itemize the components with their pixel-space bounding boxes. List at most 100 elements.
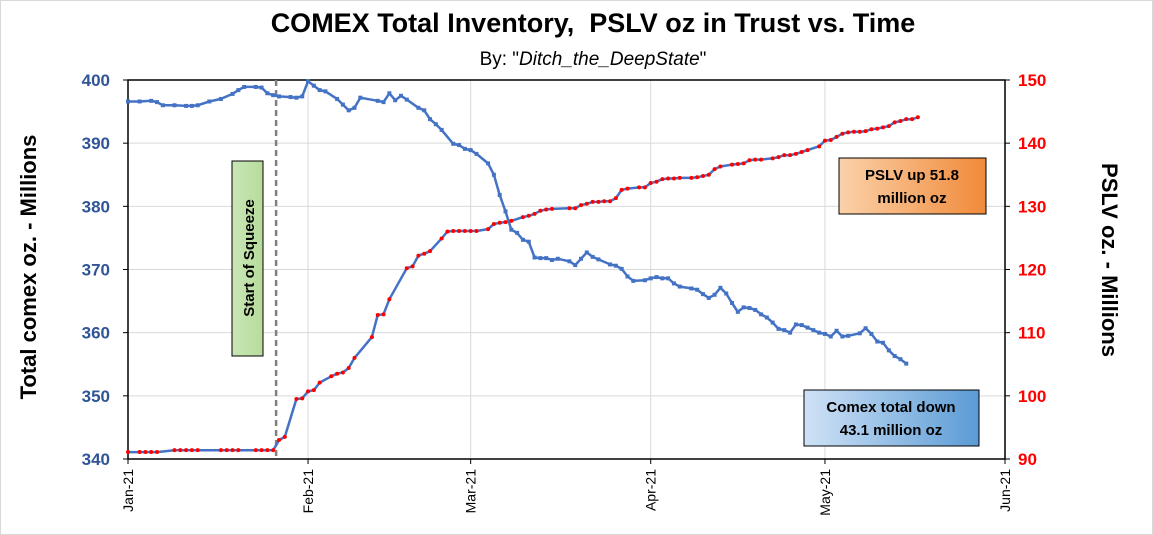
comex-point (793, 322, 798, 327)
comex-point (323, 89, 328, 94)
comex-point (782, 328, 787, 333)
pslv-point (735, 162, 740, 167)
pslv-point (741, 161, 746, 166)
comex-point (724, 291, 729, 296)
pslv-point (532, 211, 537, 216)
pslv-point (782, 153, 787, 158)
pslv-point (822, 138, 827, 143)
right-tick-label: 120 (1018, 261, 1046, 280)
pslv-point (375, 312, 380, 317)
comex-point (335, 96, 340, 101)
comex-point (497, 192, 502, 197)
pslv-point (259, 448, 264, 453)
pslv-point (282, 434, 287, 439)
pslv-point (300, 396, 305, 401)
comex-annotation-box (803, 389, 980, 447)
pslv-point (817, 144, 822, 149)
x-tick-label: Mar-21 (463, 469, 479, 514)
comex-point (294, 95, 299, 100)
pslv-point (404, 266, 409, 271)
comex-point (172, 103, 177, 108)
comex-point (207, 99, 212, 104)
comex-point (433, 122, 438, 127)
x-axis-ticks: Jan-21 Feb-21 Mar-21 Apr-21 May-21 Jun-21 (120, 459, 1013, 516)
pslv-point (189, 448, 194, 453)
comex-point (735, 309, 740, 314)
comex-point (532, 255, 537, 260)
pslv-point (637, 185, 642, 190)
pslv-point (590, 199, 595, 204)
pslv-point (126, 450, 130, 455)
pslv-point (875, 126, 880, 131)
comex-point (236, 88, 241, 93)
comex-point (311, 83, 316, 88)
comex-point (846, 333, 851, 338)
right-tick-label: 90 (1018, 450, 1037, 469)
pslv-point (422, 251, 427, 256)
pslv-point (625, 186, 630, 191)
pslv-point (828, 138, 833, 143)
comex-point (428, 117, 433, 122)
comex-point (799, 323, 804, 328)
pslv-point (451, 228, 456, 233)
pslv-point (294, 396, 299, 401)
pslv-point (608, 199, 613, 204)
pslv-annotation-line1: PSLV up 51.8 (865, 167, 959, 184)
pslv-point (898, 119, 903, 124)
pslv-point (671, 176, 676, 181)
pslv-point (172, 448, 177, 453)
comex-point (764, 315, 769, 320)
squeeze-marker: Start of Squeeze (231, 80, 278, 459)
comex-point (625, 274, 630, 279)
comex-point (160, 103, 165, 108)
pslv-point (619, 187, 624, 192)
pslv-point (759, 157, 764, 162)
comex-point (259, 85, 264, 90)
pslv-point (596, 199, 601, 204)
comex-point (265, 91, 270, 96)
pslv-point (468, 228, 473, 233)
comex-point (468, 148, 473, 153)
pslv-point (846, 130, 851, 135)
comex-point (805, 325, 810, 330)
pslv-point (410, 264, 415, 269)
comex-point (642, 278, 647, 283)
pslv-point (695, 175, 700, 180)
comex-point (834, 328, 839, 333)
pslv-point (712, 167, 717, 172)
comex-point (648, 276, 653, 281)
comex-point (863, 326, 868, 331)
comex-point (126, 99, 130, 104)
comex-point (422, 108, 427, 113)
comex-point (619, 266, 624, 271)
pslv-point (910, 117, 915, 122)
comex-point (416, 105, 421, 110)
comex-point (666, 276, 671, 281)
pslv-point (143, 450, 148, 455)
right-axis-title: PSLV oz. - Millions (1097, 163, 1122, 357)
comex-point (712, 292, 717, 297)
comex-point (695, 287, 700, 292)
pslv-point (834, 134, 839, 139)
pslv-point (799, 150, 804, 155)
comex-point (155, 100, 160, 105)
squeeze-label: Start of Squeeze (241, 199, 258, 317)
left-axis-title: Total comex oz. - Millions (16, 135, 41, 400)
pslv-point (648, 180, 653, 185)
pslv-point (642, 185, 647, 190)
comex-point (189, 103, 194, 108)
comex-point (700, 292, 705, 297)
comex-point (381, 100, 386, 105)
pslv-point (520, 215, 525, 220)
comex-point (451, 141, 456, 146)
subtitle-suffix: " (699, 49, 707, 70)
pslv-point (700, 174, 705, 179)
comex-point (549, 258, 554, 263)
comex-point (822, 331, 827, 336)
comex-point (195, 103, 200, 108)
pslv-point (840, 131, 845, 136)
comex-point (689, 286, 694, 291)
pslv-point (335, 371, 340, 376)
pslv-point (311, 388, 316, 393)
pslv-point (416, 253, 421, 258)
